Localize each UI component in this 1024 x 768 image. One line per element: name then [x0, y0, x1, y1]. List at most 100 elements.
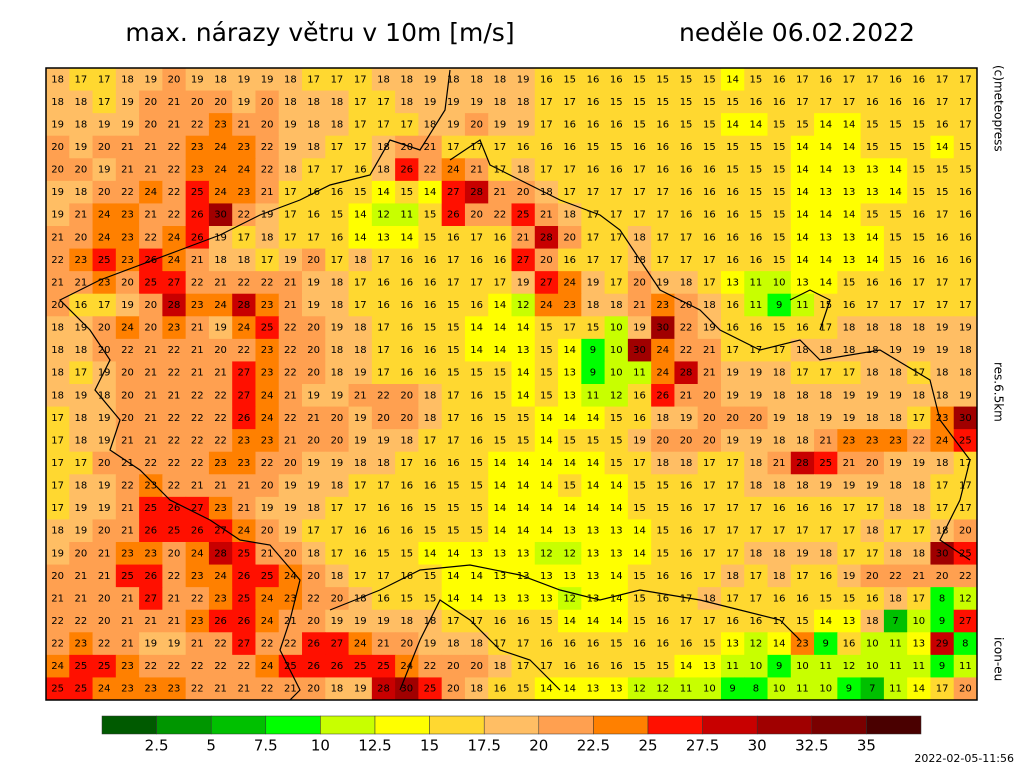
grid-cell [558, 609, 582, 633]
grid-cell [674, 135, 699, 159]
cell-value: 14 [354, 232, 367, 243]
cell-value: 18 [424, 390, 437, 401]
grid-cell [255, 384, 280, 408]
grid-cell [790, 451, 815, 475]
cell-value: 20 [866, 458, 879, 469]
grid-cell [558, 654, 582, 678]
cell-value: 13 [517, 345, 530, 356]
cell-value: 18 [354, 458, 367, 469]
grid-cell [837, 293, 862, 317]
grid-cell [767, 90, 792, 114]
cell-value: 25 [144, 503, 157, 514]
colorbar-label: 12.5 [358, 737, 391, 755]
cell-value: 15 [819, 593, 832, 604]
cell-value: 30 [959, 413, 972, 424]
cell-value: 15 [587, 435, 600, 446]
cell-value: 23 [796, 639, 809, 650]
grid-cell [534, 587, 559, 611]
grid-cell [464, 135, 489, 159]
cell-value: 18 [889, 503, 902, 514]
grid-cell [325, 338, 350, 362]
grid-cell [69, 587, 94, 611]
grid-cell [837, 564, 862, 588]
grid-cell [627, 293, 652, 317]
grid-cell [464, 474, 489, 498]
cell-value: 24 [51, 661, 64, 672]
grid-cell [907, 654, 931, 678]
grid-cell [581, 135, 606, 159]
cell-value: 11 [819, 661, 832, 672]
cell-value: 14 [447, 593, 460, 604]
grid-cell [953, 158, 978, 182]
grid-cell [464, 180, 489, 204]
grid-cell [464, 113, 489, 137]
cell-value: 21 [703, 345, 716, 356]
cell-value: 17 [284, 232, 297, 243]
grid-cell [674, 654, 699, 678]
cell-value: 16 [493, 232, 506, 243]
cell-value: 15 [540, 390, 553, 401]
cell-value: 17 [354, 300, 367, 311]
grid-cell [278, 564, 303, 588]
grid-cell [115, 496, 140, 520]
grid-cell [69, 361, 94, 385]
grid-cell [907, 293, 931, 317]
cell-value: 18 [517, 165, 530, 176]
grid-cell [930, 519, 955, 543]
grid-cell [278, 316, 303, 340]
cell-value: 14 [470, 571, 483, 582]
cell-value: 17 [750, 593, 763, 604]
cell-value: 16 [610, 165, 623, 176]
cell-value: 10 [610, 345, 623, 356]
grid-cell [302, 654, 326, 678]
grid-cell [92, 542, 117, 566]
grid-cell [92, 316, 117, 340]
cell-value: 25 [284, 661, 297, 672]
grid-cell [581, 316, 606, 340]
cell-value: 19 [75, 503, 88, 514]
cell-value: 16 [750, 232, 763, 243]
cell-value: 23 [889, 435, 902, 446]
cell-value: 15 [656, 97, 669, 108]
cell-value: 16 [493, 616, 506, 627]
cell-value: 17 [703, 458, 716, 469]
cell-value: 18 [214, 74, 227, 85]
cell-value: 17 [796, 368, 809, 379]
cell-value: 19 [168, 639, 181, 650]
grid-cell [92, 361, 117, 385]
map-frame [45, 67, 978, 701]
cell-value: 21 [703, 368, 716, 379]
grid-cell [790, 113, 815, 137]
grid-cell [558, 338, 582, 362]
grid-cell [860, 271, 885, 295]
grid-cell [232, 519, 256, 543]
grid-cell [744, 451, 769, 475]
cell-value: 20 [307, 255, 320, 266]
grid-cell [860, 361, 885, 385]
cell-value: 15 [912, 165, 925, 176]
cell-value: 23 [261, 435, 274, 446]
grid-cell [92, 338, 117, 362]
cell-value: 14 [517, 390, 530, 401]
colorbar-label: 5 [206, 737, 216, 755]
cell-value: 15 [633, 74, 646, 85]
cell-value: 21 [284, 684, 297, 695]
cell-value: 17 [656, 187, 669, 198]
grid-cell [115, 316, 140, 340]
cell-value: 23 [191, 616, 204, 627]
cell-value: 18 [680, 277, 693, 288]
grid-cell [651, 632, 675, 656]
grid-cell [69, 271, 94, 295]
cell-value: 16 [563, 142, 576, 153]
cell-value: 13 [563, 526, 576, 537]
cell-value: 22 [51, 616, 64, 627]
cell-value: 19 [98, 435, 111, 446]
cell-value: 16 [354, 526, 367, 537]
grid-cell [907, 135, 931, 159]
grid-cell [744, 519, 769, 543]
colorbar-box [429, 715, 485, 735]
grid-cell [46, 113, 70, 137]
cell-value: 26 [191, 210, 204, 221]
cell-value: 24 [121, 323, 134, 334]
grid-cell [511, 654, 536, 678]
